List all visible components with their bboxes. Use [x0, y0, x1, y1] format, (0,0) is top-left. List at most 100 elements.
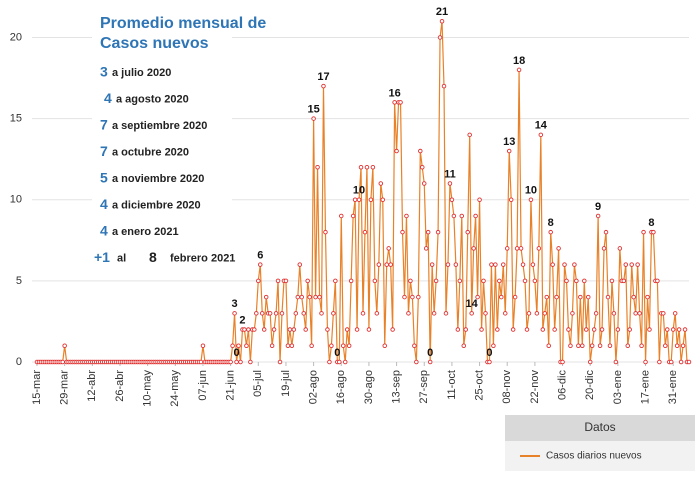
- point: [627, 327, 632, 332]
- data-label: 8: [648, 217, 654, 229]
- point: [591, 327, 597, 332]
- point: [576, 343, 581, 349]
- point: [453, 262, 459, 267]
- point: [469, 311, 474, 316]
- y-tick-label: 0: [16, 356, 22, 368]
- point: [344, 327, 350, 332]
- annotation-text: a julio 2020: [112, 67, 171, 79]
- point: [62, 343, 67, 349]
- point: [562, 262, 567, 267]
- point: [678, 359, 684, 365]
- x-tick-label: 15-mar: [31, 370, 43, 405]
- point: [631, 294, 636, 300]
- point: [682, 327, 688, 332]
- point: [244, 343, 249, 349]
- point: [406, 311, 411, 316]
- point: [473, 213, 478, 219]
- point: [477, 197, 482, 202]
- point: [437, 35, 443, 40]
- annotation-text: a octubre 2020: [112, 146, 189, 158]
- point: [431, 311, 437, 316]
- point: [540, 327, 546, 332]
- y-tick-label: 5: [16, 275, 22, 287]
- point: [580, 343, 585, 349]
- point: [439, 18, 445, 24]
- point: [289, 343, 295, 349]
- point: [550, 262, 555, 267]
- point: [285, 343, 291, 349]
- point: [481, 278, 486, 284]
- point: [504, 246, 510, 251]
- point: [542, 311, 548, 316]
- point: [313, 294, 318, 300]
- data-label: 10: [525, 185, 537, 197]
- point: [408, 278, 413, 284]
- point: [356, 197, 362, 202]
- point: [410, 294, 415, 300]
- point: [665, 327, 670, 332]
- point: [623, 262, 629, 267]
- point: [461, 343, 467, 349]
- annotation-value: 7: [100, 143, 108, 159]
- point: [552, 327, 557, 332]
- point: [352, 197, 358, 202]
- point: [427, 359, 433, 365]
- point: [323, 229, 328, 235]
- point: [348, 278, 354, 284]
- x-tick-label: 16-ago: [335, 370, 347, 404]
- point: [493, 262, 498, 267]
- x-tick-label: 05-jul: [252, 370, 264, 397]
- point: [333, 278, 338, 284]
- point: [510, 327, 516, 332]
- point: [384, 262, 389, 267]
- point: [325, 327, 330, 332]
- x-tick-label: 30-ago: [363, 370, 375, 404]
- point: [414, 359, 419, 365]
- point: [530, 262, 536, 267]
- point: [279, 311, 285, 316]
- point: [516, 67, 522, 73]
- point: [615, 327, 621, 332]
- point: [629, 262, 634, 267]
- point: [423, 246, 429, 251]
- point: [378, 181, 384, 186]
- point: [252, 327, 257, 332]
- point: [528, 197, 534, 202]
- point: [508, 197, 514, 202]
- point: [635, 262, 640, 267]
- point: [368, 197, 374, 202]
- point: [412, 343, 417, 349]
- x-tick-label: 12-abr: [86, 370, 98, 402]
- point: [582, 278, 587, 284]
- point: [459, 213, 465, 219]
- x-tick-label: 08-nov: [501, 370, 513, 404]
- legend-label: Casos diarios nuevos: [546, 451, 642, 462]
- point: [534, 311, 540, 316]
- point: [339, 213, 344, 219]
- point: [548, 229, 553, 235]
- point: [574, 278, 579, 284]
- point: [443, 311, 449, 316]
- point: [386, 246, 391, 251]
- point: [319, 311, 324, 316]
- point: [297, 262, 303, 267]
- point: [259, 311, 265, 316]
- x-tick-label: 11-oct: [446, 370, 458, 400]
- point: [327, 359, 332, 365]
- x-tick-label: 02-ago: [308, 370, 320, 404]
- data-label: 0: [427, 347, 433, 359]
- x-tick-label: 13-sep: [390, 370, 402, 404]
- point: [467, 132, 472, 138]
- point: [599, 327, 605, 332]
- annotation-value: 4: [100, 196, 108, 212]
- x-tick-label: 03-ene: [612, 370, 624, 404]
- point: [587, 359, 593, 365]
- point: [305, 278, 310, 284]
- point: [506, 148, 512, 154]
- point: [536, 246, 542, 251]
- point: [254, 311, 259, 316]
- point: [499, 294, 504, 300]
- annotation-text: al: [117, 252, 126, 264]
- data-label: 18: [513, 55, 525, 67]
- point: [400, 229, 405, 235]
